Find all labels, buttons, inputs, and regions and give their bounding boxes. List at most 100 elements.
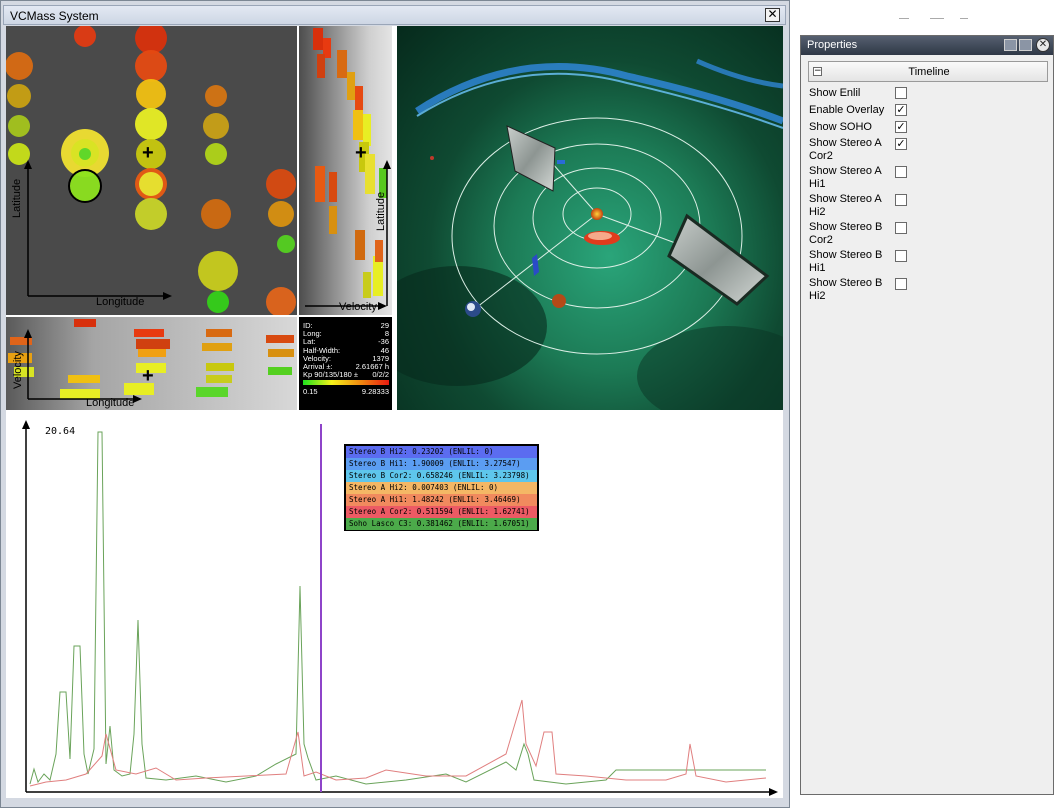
cme-event-marker[interactable]	[74, 26, 96, 47]
cme-event-bar[interactable]	[60, 389, 100, 399]
property-checkbox[interactable]	[895, 250, 907, 262]
cme-event-marker[interactable]	[135, 26, 167, 54]
cme-event-bar[interactable]	[138, 349, 166, 357]
cme-event-bar[interactable]	[8, 353, 32, 363]
cme-event-marker[interactable]	[8, 115, 30, 137]
cme-event-marker[interactable]	[266, 169, 296, 199]
cme-event-bar[interactable]	[363, 272, 371, 298]
property-label: Show Stereo A Hi2	[809, 193, 882, 218]
desktop-edge-mark	[899, 18, 909, 19]
info-row: Arrival ±: 2.61667 h	[303, 362, 389, 371]
property-checkbox[interactable]: ✓	[895, 120, 907, 133]
cme-event-marker[interactable]	[7, 84, 31, 108]
info-key: ID:	[303, 321, 313, 330]
info-row: Velocity: 1379	[303, 354, 389, 363]
cme-event-bar[interactable]	[14, 367, 34, 377]
info-row: Lat: -36	[303, 337, 389, 346]
cme-event-bar[interactable]	[68, 375, 100, 383]
cme-event-bar[interactable]	[266, 335, 294, 343]
property-checkbox[interactable]	[895, 166, 907, 178]
cme-event-bar[interactable]	[74, 319, 96, 327]
properties-minimize-button[interactable]	[1004, 39, 1017, 51]
cme-event-marker[interactable]	[201, 199, 231, 229]
property-checkbox[interactable]	[895, 194, 907, 206]
cme-event-bar[interactable]	[313, 28, 323, 50]
cme-event-marker[interactable]	[79, 148, 91, 160]
cme-event-marker[interactable]	[8, 143, 30, 165]
latitude-longitude-plot[interactable]: Longitude Latitude +	[6, 26, 297, 315]
properties-titlebar[interactable]: Properties ✕	[801, 36, 1053, 55]
cme-event-bar[interactable]	[347, 72, 355, 100]
cme-event-bar[interactable]	[355, 230, 365, 260]
property-label: Show Stereo A Hi1	[809, 165, 882, 190]
cme-event-bar[interactable]	[317, 54, 325, 78]
cme-event-marker[interactable]	[135, 50, 167, 82]
property-checkbox[interactable]	[895, 87, 907, 99]
latlon-cursor-icon: +	[142, 142, 154, 164]
cme-event-marker[interactable]	[135, 108, 167, 140]
cme-event-marker[interactable]	[136, 139, 166, 169]
cme-event-bar[interactable]	[268, 349, 294, 357]
timeline-section-header[interactable]: Timeline −	[808, 61, 1048, 82]
cme-event-marker[interactable]	[135, 198, 167, 230]
close-button[interactable]: ✕	[765, 8, 780, 22]
cme-event-bar[interactable]	[329, 206, 337, 234]
cme-event-bar[interactable]	[206, 329, 232, 337]
cme-event-marker[interactable]	[136, 79, 166, 109]
properties-close-button[interactable]: ✕	[1036, 38, 1050, 52]
cme-event-marker[interactable]	[266, 287, 296, 315]
cme-event-bar[interactable]	[359, 142, 369, 172]
cme-event-bar[interactable]	[329, 172, 337, 202]
cme-event-marker[interactable]	[69, 170, 101, 202]
cme-event-marker[interactable]	[268, 201, 294, 227]
velocity-lat-canvas	[305, 28, 391, 310]
cme-event-marker[interactable]	[198, 251, 238, 291]
cme-event-bar[interactable]	[196, 387, 228, 397]
cme-event-bar[interactable]	[323, 38, 331, 58]
cme-event-bar[interactable]	[353, 110, 363, 140]
cme-event-bar[interactable]	[337, 50, 347, 78]
cme-event-marker[interactable]	[6, 52, 33, 80]
cme-event-bar[interactable]	[134, 329, 164, 337]
timeline-plot[interactable]: 20.64 Stereo B Hi2: 0.23202 (ENLIL: 0) St…	[6, 414, 783, 798]
legend-entry: Soho Lasco C3: 0.381462 (ENLIL: 1.67051)	[346, 518, 537, 530]
cme-event-bar[interactable]	[315, 166, 325, 202]
info-row: Long: 8	[303, 329, 389, 338]
cme-event-marker[interactable]	[205, 85, 227, 107]
properties-maximize-button[interactable]	[1019, 39, 1032, 51]
velocity-longitude-plot[interactable]: Longitude Velocity +	[6, 317, 297, 410]
property-checkbox[interactable]	[895, 278, 907, 290]
cme-event-bar[interactable]	[124, 383, 154, 395]
property-label: Enable Overlay	[809, 104, 885, 116]
cme-event-bar[interactable]	[373, 256, 383, 296]
cme-event-marker[interactable]	[139, 172, 163, 196]
property-checkbox[interactable]: ✓	[895, 103, 907, 116]
cme-event-bar[interactable]	[379, 168, 387, 198]
cme-event-marker[interactable]	[207, 291, 229, 313]
cme-event-bar[interactable]	[268, 367, 292, 375]
velocity-lat-cursor-icon: +	[355, 142, 367, 164]
velocity-latitude-plot[interactable]: Velocity Latitude +	[299, 26, 392, 315]
window-title: VCMass System	[10, 9, 99, 23]
cme-event-marker[interactable]	[205, 143, 227, 165]
main-titlebar[interactable]: VCMass System ✕	[3, 5, 786, 25]
cme-event-bar[interactable]	[375, 240, 383, 262]
cme-event-bar[interactable]	[363, 114, 371, 146]
property-checkbox[interactable]	[895, 222, 907, 234]
cme-event-bar[interactable]	[206, 375, 232, 383]
cme-event-bar[interactable]	[136, 339, 170, 349]
properties-title: Properties	[807, 39, 858, 51]
legend-entry: Stereo B Hi2: 0.23202 (ENLIL: 0)	[346, 446, 537, 458]
info-value: 8	[384, 329, 389, 339]
cme-event-bar[interactable]	[202, 343, 232, 351]
cme-event-marker[interactable]	[203, 113, 229, 139]
cme-event-bar[interactable]	[355, 86, 363, 110]
cme-event-bar[interactable]	[206, 363, 234, 371]
cme-event-marker[interactable]	[277, 235, 295, 253]
cme-event-bar[interactable]	[10, 337, 32, 345]
collapse-toggle[interactable]: −	[813, 66, 822, 76]
cme-event-bar[interactable]	[136, 363, 166, 373]
heliosphere-3d-view[interactable]	[397, 26, 783, 410]
property-checkbox[interactable]: ✓	[895, 137, 907, 150]
cme-event-bar[interactable]	[365, 154, 375, 194]
